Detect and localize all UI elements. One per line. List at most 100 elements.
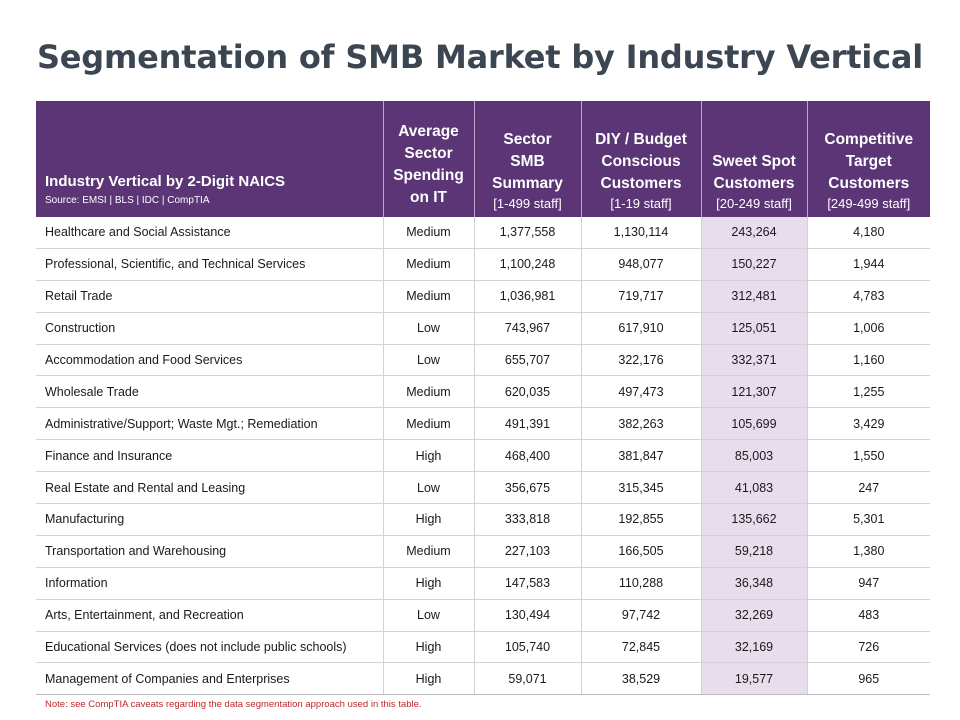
cell-competitive: 4,180 [807, 217, 930, 249]
cell-industry: Manufacturing [36, 503, 384, 536]
cell-competitive: 965 [807, 662, 930, 696]
cell-spending: High [383, 439, 475, 473]
header-summary-line: Summary [492, 175, 563, 192]
cell-sweet-spot: 312,481 [701, 280, 808, 313]
cell-diy: 617,910 [581, 312, 702, 345]
header-competitive-line: Target [845, 153, 892, 170]
cell-diy: 38,529 [581, 662, 702, 696]
cell-summary: 356,675 [474, 471, 582, 505]
cell-diy: 72,845 [581, 631, 702, 664]
cell-spending: High [383, 567, 475, 600]
cell-sweet-spot: 36,348 [701, 567, 808, 600]
header-industry: Industry Vertical by 2-Digit NAICS Sourc… [36, 101, 384, 217]
table-row: Management of Companies and Enterprises … [36, 662, 930, 696]
header-spending-line: on IT [409, 189, 448, 206]
table-row: Real Estate and Rental and Leasing Low 3… [36, 471, 930, 505]
cell-competitive: 1,006 [807, 312, 930, 345]
header-competitive-line: Competitive [824, 131, 914, 148]
table-row: Information High 147,583 110,288 36,348 … [36, 567, 930, 600]
cell-diy: 166,505 [581, 535, 702, 568]
cell-sweet-spot: 332,371 [701, 344, 808, 377]
cell-sweet-spot: 135,662 [701, 503, 808, 536]
cell-spending: Low [383, 599, 475, 632]
header-sweet-line: Customers [713, 175, 795, 192]
cell-sweet-spot: 125,051 [701, 312, 808, 345]
header-summary-line: Sector [503, 131, 552, 148]
header-diy-line: Customers [600, 175, 682, 192]
table-row: Construction Low 743,967 617,910 125,051… [36, 312, 930, 345]
cell-spending: High [383, 662, 475, 696]
cell-industry: Educational Services (does not include p… [36, 631, 384, 664]
cell-industry: Wholesale Trade [36, 375, 384, 409]
cell-spending: Low [383, 344, 475, 377]
cell-industry: Arts, Entertainment, and Recreation [36, 599, 384, 632]
table-row: Manufacturing High 333,818 192,855 135,6… [36, 503, 930, 536]
cell-summary: 333,818 [474, 503, 582, 536]
header-diy-line: Conscious [601, 153, 681, 170]
cell-summary: 59,071 [474, 662, 582, 696]
cell-competitive: 1,550 [807, 439, 930, 473]
cell-sweet-spot: 59,218 [701, 535, 808, 568]
cell-industry: Finance and Insurance [36, 439, 384, 473]
cell-competitive: 4,783 [807, 280, 930, 313]
table-row: Arts, Entertainment, and Recreation Low … [36, 599, 930, 632]
header-summary: Sector SMB Summary [1-499 staff] [474, 101, 582, 217]
footnote: Note: see CompTIA caveats regarding the … [45, 699, 422, 710]
cell-spending: Medium [383, 535, 475, 568]
table-row: Educational Services (does not include p… [36, 631, 930, 664]
segmentation-table: Industry Vertical by 2-Digit NAICS Sourc… [36, 101, 930, 696]
cell-diy: 719,717 [581, 280, 702, 313]
table-row: Retail Trade Medium 1,036,981 719,717 31… [36, 280, 930, 313]
cell-industry: Healthcare and Social Assistance [36, 217, 384, 249]
header-diy-line: DIY / Budget [595, 131, 687, 148]
page-title: Segmentation of SMB Market by Industry V… [36, 38, 924, 76]
cell-industry: Administrative/Support; Waste Mgt.; Reme… [36, 407, 384, 441]
cell-summary: 491,391 [474, 407, 582, 441]
cell-diy: 110,288 [581, 567, 702, 600]
header-sweet-line: Sweet Spot [712, 153, 796, 170]
header-spending: Average Sector Spending on IT [383, 101, 475, 217]
cell-industry: Retail Trade [36, 280, 384, 313]
cell-spending: Medium [383, 248, 475, 281]
cell-sweet-spot: 32,169 [701, 631, 808, 664]
cell-summary: 1,036,981 [474, 280, 582, 313]
cell-spending: Low [383, 471, 475, 505]
header-diy: DIY / Budget Conscious Customers [1-19 s… [581, 101, 702, 217]
cell-sweet-spot: 243,264 [701, 217, 808, 249]
cell-industry: Accommodation and Food Services [36, 344, 384, 377]
cell-summary: 105,740 [474, 631, 582, 664]
cell-spending: Medium [383, 280, 475, 313]
cell-diy: 322,176 [581, 344, 702, 377]
cell-diy: 382,263 [581, 407, 702, 441]
cell-diy: 315,345 [581, 471, 702, 505]
cell-sweet-spot: 32,269 [701, 599, 808, 632]
table-body: Healthcare and Social Assistance Medium … [36, 217, 930, 696]
cell-industry: Management of Companies and Enterprises [36, 662, 384, 696]
cell-sweet-spot: 121,307 [701, 375, 808, 409]
table-row: Healthcare and Social Assistance Medium … [36, 217, 930, 249]
cell-competitive: 726 [807, 631, 930, 664]
table-row: Administrative/Support; Waste Mgt.; Reme… [36, 407, 930, 441]
table-row: Professional, Scientific, and Technical … [36, 248, 930, 281]
header-competitive: Competitive Target Customers [249-499 st… [807, 101, 930, 217]
table-header-row: Industry Vertical by 2-Digit NAICS Sourc… [36, 101, 930, 217]
header-industry-source: Source: EMSI | BLS | IDC | CompTIA [45, 195, 210, 206]
header-summary-sub: [1-499 staff] [493, 196, 562, 211]
cell-spending: High [383, 631, 475, 664]
cell-summary: 227,103 [474, 535, 582, 568]
cell-industry: Professional, Scientific, and Technical … [36, 248, 384, 281]
cell-spending: Low [383, 312, 475, 345]
cell-industry: Construction [36, 312, 384, 345]
table-row: Wholesale Trade Medium 620,035 497,473 1… [36, 375, 930, 409]
table-row: Accommodation and Food Services Low 655,… [36, 344, 930, 377]
cell-competitive: 5,301 [807, 503, 930, 536]
header-spending-line: Average [398, 123, 459, 140]
cell-diy: 97,742 [581, 599, 702, 632]
header-spending-line: Sector [404, 145, 453, 162]
cell-competitive: 3,429 [807, 407, 930, 441]
cell-industry: Real Estate and Rental and Leasing [36, 471, 384, 505]
cell-spending: Medium [383, 407, 475, 441]
cell-sweet-spot: 105,699 [701, 407, 808, 441]
header-sweet-sub: [20-249 staff] [716, 196, 792, 211]
cell-industry: Transportation and Warehousing [36, 535, 384, 568]
